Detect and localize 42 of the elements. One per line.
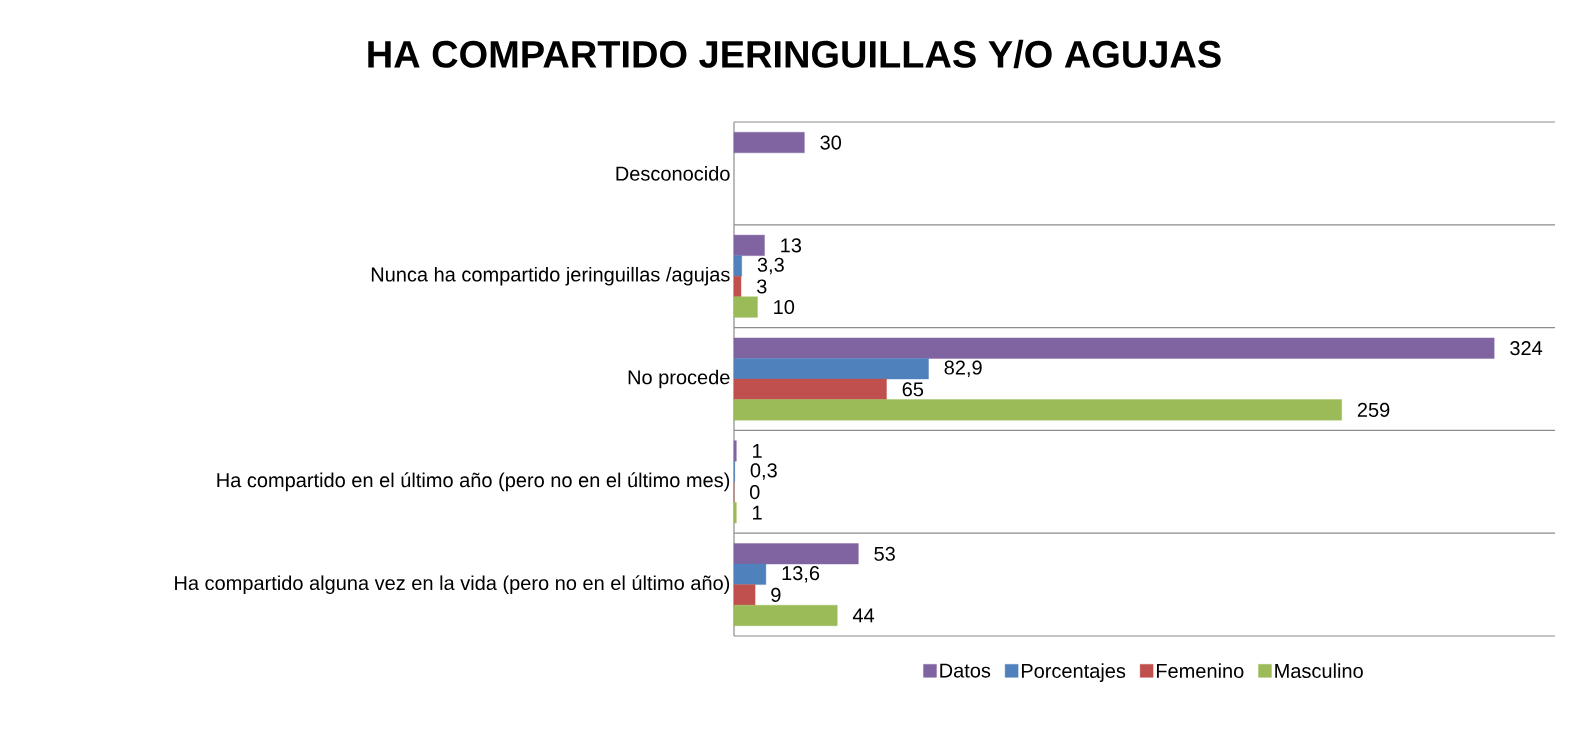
bar: [733, 132, 805, 154]
bar: [733, 584, 756, 606]
bar: [733, 358, 929, 380]
bar: [733, 604, 838, 626]
data-label: 13,6: [782, 566, 820, 583]
bar: [733, 543, 859, 565]
data-label: 10: [774, 299, 795, 315]
data-label: 82,9: [944, 360, 982, 377]
y-tick-label: No procede: [628, 369, 730, 389]
data-label: 30: [820, 135, 842, 150]
y-tick-label: Ha compartido en el último año (pero no en el último mes): [217, 472, 730, 492]
data-label: 3: [757, 279, 767, 294]
bar: [733, 378, 887, 400]
y-tick-label: Ha compartido alguna vez en la vida (pero no en el último año): [175, 575, 730, 595]
data-label: 0,3: [750, 463, 777, 480]
data-label: 3,3: [757, 257, 784, 275]
bar: [733, 234, 765, 256]
data-label: 13: [781, 238, 802, 253]
bar: [733, 296, 758, 318]
data-label: 53: [874, 546, 895, 561]
bar: [733, 440, 737, 462]
chart-title: HA COMPARTIDO JERINGUILLAS Y/O AGUJAS: [368, 39, 1221, 69]
legend-label: Datos: [940, 663, 991, 678]
data-label: 0: [749, 485, 760, 500]
data-label: 324: [1510, 341, 1543, 356]
legend-label: Masculino: [1275, 663, 1363, 679]
data-label: 1: [753, 505, 762, 520]
data-label: 65: [902, 382, 924, 397]
legend-label: Porcentajes: [1021, 663, 1126, 682]
legend-label: Femenino: [1156, 663, 1244, 679]
bar: [733, 276, 742, 297]
bar: [733, 563, 767, 585]
bar: [733, 502, 737, 524]
y-tick-label: Desconocido: [616, 166, 730, 181]
data-label: 44: [852, 608, 875, 623]
data-label: 9: [771, 587, 781, 602]
bar: [733, 255, 742, 277]
y-tick-label: Nunca ha compartido jeringuillas /agujas: [371, 266, 730, 286]
data-label: 1: [753, 444, 762, 458]
data-label: 259: [1357, 402, 1390, 417]
bar: [733, 337, 1495, 359]
bar: [733, 399, 1342, 421]
